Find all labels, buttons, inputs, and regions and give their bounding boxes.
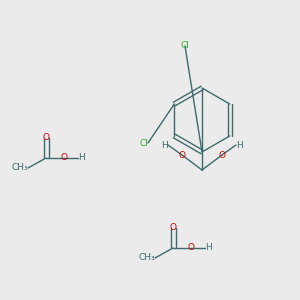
- Text: CH₃: CH₃: [11, 164, 28, 172]
- Text: Cl: Cl: [139, 139, 148, 148]
- Text: O: O: [218, 151, 226, 160]
- Text: H: H: [78, 154, 85, 163]
- Text: O: O: [178, 151, 185, 160]
- Text: O: O: [169, 224, 176, 232]
- Text: O: O: [43, 134, 50, 142]
- Text: H: H: [236, 140, 243, 149]
- Text: O: O: [61, 154, 68, 163]
- Text: H: H: [205, 244, 212, 253]
- Text: CH₃: CH₃: [138, 254, 155, 262]
- Text: O: O: [188, 244, 194, 253]
- Text: Cl: Cl: [181, 41, 189, 50]
- Text: H: H: [161, 140, 168, 149]
